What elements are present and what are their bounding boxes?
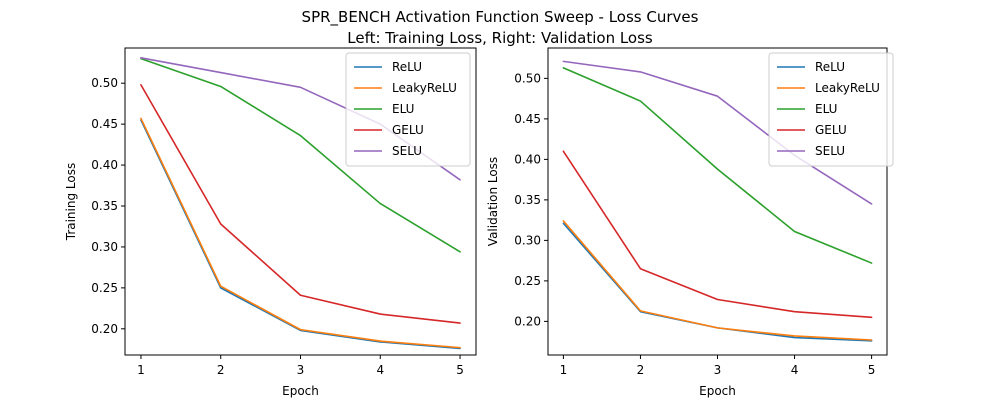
training-y-tick-label: 0.30 (91, 240, 118, 254)
training-x-tick-label: 5 (456, 363, 464, 377)
figure-title-line-1: SPR_BENCH Activation Function Sweep - Lo… (302, 8, 699, 27)
validation-y-tick-label: 0.50 (514, 71, 541, 85)
training-series-line-elu (140, 57, 461, 253)
training-x-axis-label: Epoch (282, 384, 319, 398)
training-legend-label-elu: ELU (392, 102, 414, 116)
validation-y-tick-label: 0.45 (514, 112, 541, 126)
validation-y-tick-label: 0.30 (514, 233, 541, 247)
validation-x-axis-label: Epoch (699, 384, 736, 398)
validation-legend-label-gelu: GELU (815, 123, 847, 137)
validation-y-tick-label: 0.20 (514, 314, 541, 328)
training-legend-label-relu: ReLU (392, 60, 422, 74)
training-legend: ReLU LeakyReLU ELU GELU SELU (345, 52, 471, 167)
validation-series-line-elu (562, 67, 873, 264)
validation-y-tick-label: 0.25 (514, 274, 541, 288)
validation-y-axis-label: Validation Loss (486, 157, 500, 246)
validation-legend-label-elu: ELU (815, 102, 837, 116)
validation-y-tick-label: 0.35 (514, 193, 541, 207)
training-y-tick-label: 0.35 (91, 199, 118, 213)
training-y-tick-label: 0.20 (91, 322, 118, 336)
validation-x-tick-label: 1 (560, 363, 568, 377)
validation-series-line-leakyrelu (562, 220, 873, 341)
validation-legend: ReLU LeakyReLU ELU GELU SELU (768, 52, 894, 167)
training-x-tick-label: 4 (376, 363, 384, 377)
validation-series-line-gelu (562, 150, 873, 319)
training-legend-label-gelu: GELU (392, 123, 424, 137)
training-legend-label-leakyrelu: LeakyReLU (392, 81, 457, 95)
validation-x-tick-label: 4 (791, 363, 799, 377)
training-series-line-gelu (140, 84, 461, 324)
validation-series-line-relu (562, 222, 873, 342)
validation-x-tick-label: 2 (637, 363, 645, 377)
training-x-tick-label: 3 (297, 363, 305, 377)
validation-series-line-selu (562, 60, 873, 205)
training-series-line-leakyrelu (140, 117, 461, 349)
training-legend-box (345, 52, 471, 167)
validation-loss-panel: 1 2 3 4 5 0.20 0.25 0.30 0.35 0.40 0.45 0.50 Epoch Va… (486, 47, 894, 398)
validation-legend-box (768, 52, 894, 167)
training-y-tick-label: 0.50 (91, 76, 118, 90)
validation-legend-label-leakyrelu: LeakyReLU (815, 81, 880, 95)
training-y-tick-label: 0.25 (91, 281, 118, 295)
training-y-tick-label: 0.45 (91, 117, 118, 131)
validation-y-tick-label: 0.40 (514, 152, 541, 166)
validation-x-tick-label: 3 (714, 363, 722, 377)
training-loss-panel: 1 2 3 4 5 0.20 0.25 0.30 0.35 0.40 0.45 0.50 Epoch Tr… (64, 47, 477, 398)
training-x-tick-label: 1 (137, 363, 145, 377)
training-y-axis-label: Training Loss (64, 163, 78, 241)
validation-x-tick-label: 5 (868, 363, 876, 377)
validation-legend-label-selu: SELU (815, 144, 845, 158)
training-x-tick-label: 2 (217, 363, 225, 377)
figure-title-line-2: Left: Training Loss, Right: Validation L… (347, 29, 653, 47)
validation-legend-label-relu: ReLU (815, 60, 845, 74)
training-y-tick-label: 0.40 (91, 158, 118, 172)
training-legend-label-selu: SELU (392, 144, 422, 158)
